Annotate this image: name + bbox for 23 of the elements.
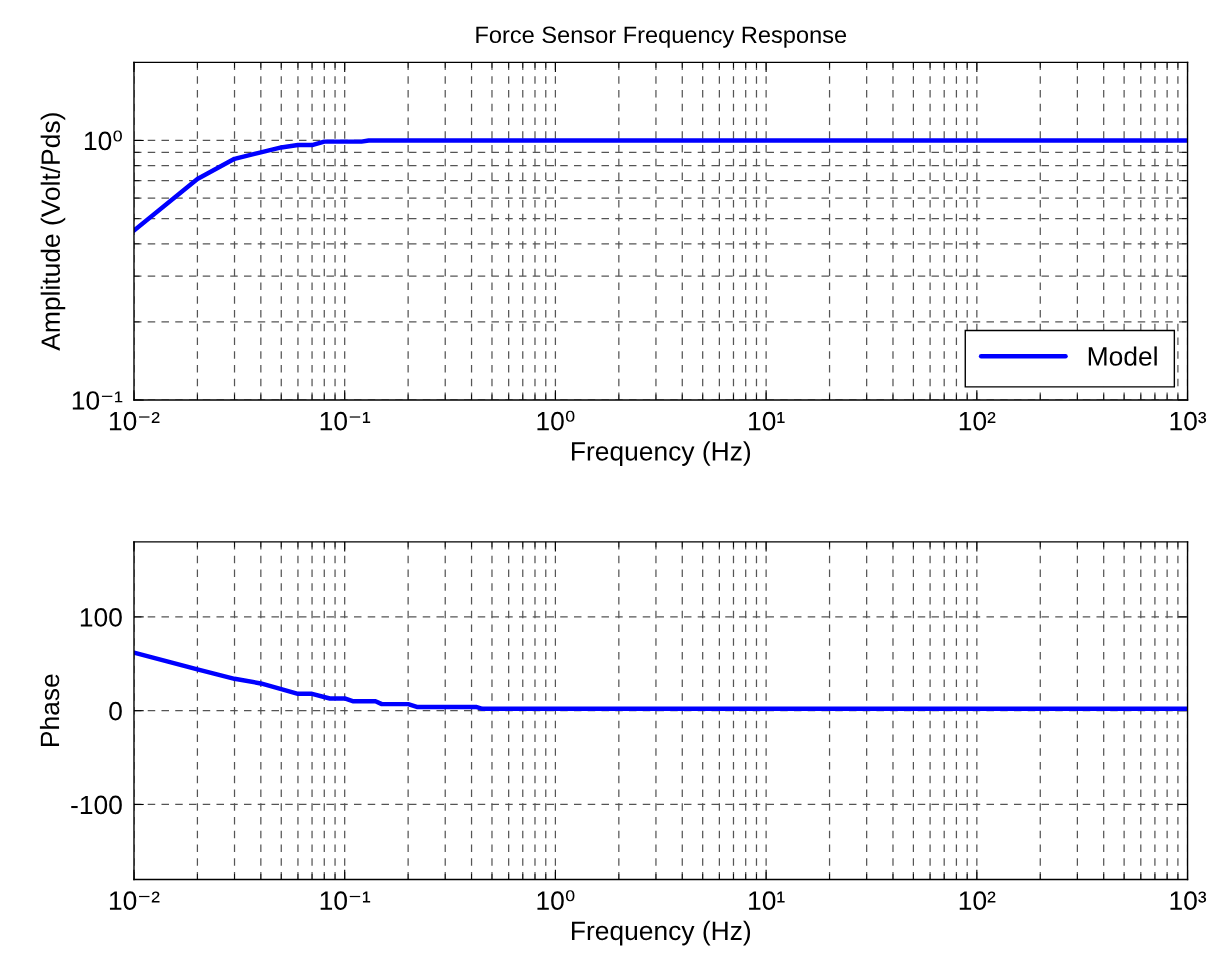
x-axis-title: Frequency (Hz) (572, 441, 751, 466)
y-tick-label: 10⁰ (84, 130, 122, 151)
x-tick-label: 10⁰ (537, 410, 575, 431)
y-tick-label: 10⁻¹ (72, 391, 123, 410)
x-tick-label: 10¹ (749, 891, 785, 911)
legend-label: Model (1088, 346, 1157, 366)
x-tick-label: 10³ (1170, 411, 1207, 431)
x-tick-label: 10⁰ (537, 890, 575, 911)
y-axis-title: Amplitude (Volt/Pds) (40, 113, 66, 351)
y-axis-title: Phase (39, 674, 60, 746)
x-tick-label: 10² (959, 891, 996, 911)
x-tick-label: 10³ (1170, 891, 1207, 911)
y-tick-label: 0 (109, 701, 122, 721)
x-tick-label: 10⁻² (109, 411, 160, 431)
x-tick-label: 10¹ (749, 411, 785, 431)
y-tick-label: -100 (71, 795, 122, 815)
x-tick-label: 10⁻¹ (320, 411, 371, 431)
x-tick-label: 10⁻² (109, 891, 160, 911)
x-tick-label: 10⁻¹ (320, 891, 371, 911)
y-tick-label: 100 (80, 608, 122, 627)
chart-title: Force Sensor Frequency Response (476, 26, 847, 48)
x-axis-title: Frequency (Hz) (572, 920, 751, 946)
x-tick-label: 10² (959, 411, 996, 431)
